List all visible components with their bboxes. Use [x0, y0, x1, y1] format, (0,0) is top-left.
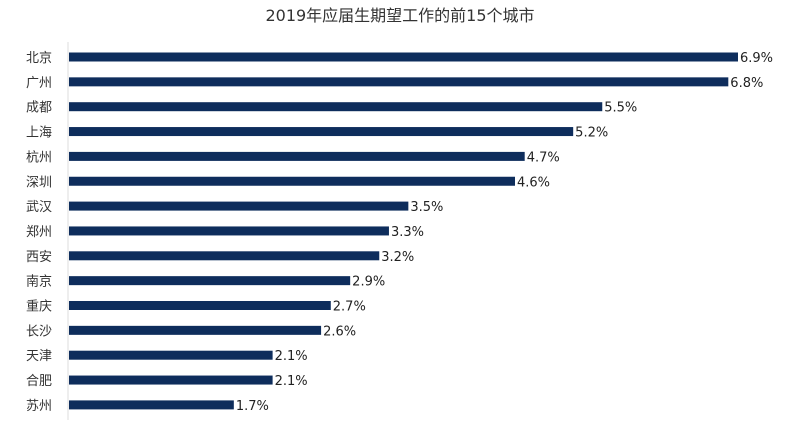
bar: [69, 251, 380, 261]
category-label: 郑州: [26, 225, 52, 240]
category-label: 北京: [26, 51, 52, 66]
data-label: 2.1%: [275, 374, 308, 389]
bar: [69, 151, 525, 161]
bar: [69, 350, 273, 360]
bar: [69, 127, 574, 137]
category-label: 西安: [26, 250, 52, 265]
category-label: 成都: [26, 101, 52, 116]
bar: [69, 276, 351, 286]
category-label: 杭州: [26, 150, 52, 165]
data-label: 3.2%: [381, 250, 414, 265]
data-label: 6.9%: [740, 51, 773, 66]
category-label: 重庆: [26, 299, 52, 315]
category-label: 武汉: [26, 200, 52, 215]
data-label: 1.7%: [236, 399, 269, 414]
data-label: 5.5%: [604, 101, 637, 116]
bar: [69, 77, 729, 87]
category-label: 天津: [26, 349, 52, 364]
bar: [69, 102, 603, 112]
bar: [69, 301, 331, 310]
data-label: 6.8%: [730, 76, 763, 91]
chart-title: 2019年应届生期望工作的前15个城市: [265, 6, 534, 25]
category-label: 长沙: [26, 324, 52, 339]
data-label: 3.3%: [391, 225, 424, 240]
bar: [69, 176, 515, 186]
data-label: 2.1%: [275, 349, 308, 364]
data-label: 2.6%: [323, 324, 356, 339]
category-label: 上海: [26, 126, 52, 141]
data-label: 2.9%: [352, 275, 385, 290]
data-label: 4.7%: [527, 150, 560, 165]
bar: [69, 375, 273, 385]
bar: [69, 52, 738, 62]
data-label: 4.6%: [517, 175, 550, 190]
data-label: 3.5%: [410, 200, 443, 215]
bar: [69, 226, 389, 236]
category-label: 南京: [26, 274, 52, 290]
category-label: 合肥: [26, 374, 52, 389]
data-label: 5.2%: [575, 126, 608, 141]
category-label: 广州: [26, 76, 52, 91]
data-label: 2.7%: [333, 300, 366, 315]
category-label: 苏州: [26, 398, 52, 414]
bar: [69, 325, 322, 335]
bar: [69, 400, 234, 410]
bar: [69, 201, 409, 211]
category-label: 深圳: [26, 175, 52, 190]
